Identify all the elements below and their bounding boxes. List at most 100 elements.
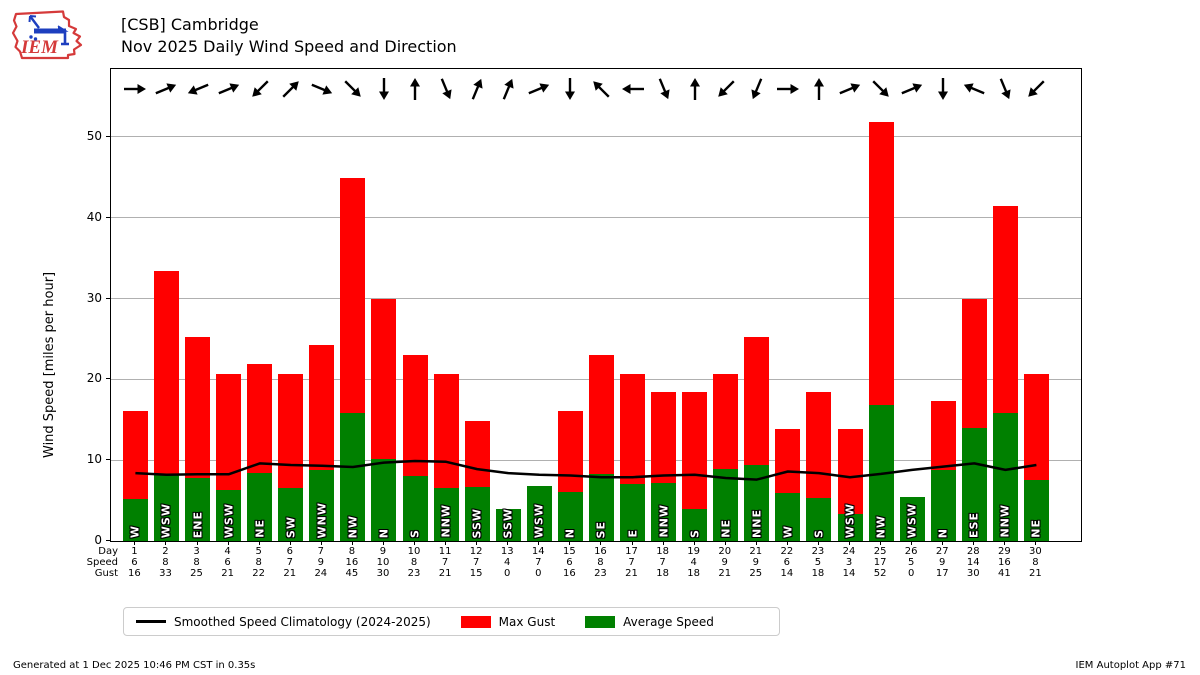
gust-value: 30 [966, 568, 980, 579]
wind-direction-arrow [707, 71, 744, 108]
station-title: [CSB] Cambridge [121, 15, 259, 34]
speed-value: 3 [845, 557, 853, 568]
wind-direction-label: N [936, 527, 950, 538]
gust-value: 41 [997, 568, 1011, 579]
wind-direction-label: N [377, 527, 391, 538]
gust-value: 21 [438, 568, 452, 579]
wind-direction-arrow [122, 76, 148, 102]
gust-value: 23 [407, 568, 421, 579]
bar-average-speed [961, 427, 987, 541]
plot-area: W WSW ENE WSW NE SW WNW NW N S NNW SSW SSW WSW N SE E NNW… [110, 68, 1082, 542]
bar-average-speed [526, 486, 552, 541]
wind-direction-label: WSW [905, 502, 919, 538]
day-number: 8 [348, 546, 356, 557]
speed-value: 7 [535, 557, 542, 568]
speed-value: 6 [783, 557, 791, 568]
day-number: 18 [656, 546, 669, 557]
gust-value: 21 [221, 568, 234, 579]
gust-value: 17 [935, 568, 949, 579]
speed-value: 8 [255, 557, 262, 568]
x-tick-mark [196, 541, 198, 545]
wind-direction-label: S [688, 529, 702, 538]
speed-value: 8 [1032, 557, 1039, 568]
bar-max-gust [402, 355, 428, 477]
day-number: 16 [594, 546, 607, 557]
wind-direction-arrow [522, 72, 556, 106]
speed-value: 8 [597, 557, 604, 568]
speed-value: 8 [410, 557, 418, 568]
wind-direction-arrow [895, 72, 929, 106]
bar-average-speed [588, 473, 614, 541]
bar-average-speed [682, 509, 708, 541]
speed-value: 7 [659, 557, 666, 568]
speed-value: 8 [162, 557, 169, 568]
wind-direction-arrow [241, 71, 278, 108]
legend-item: Average Speed [585, 615, 714, 629]
wind-direction-arrow [1018, 71, 1055, 108]
day-number: 30 [1029, 546, 1042, 557]
wind-direction-label: NW [874, 514, 888, 538]
speed-value: 8 [193, 557, 200, 568]
day-number: 7 [317, 546, 324, 557]
gust-value: 0 [535, 568, 542, 579]
wind-direction-arrow [334, 71, 371, 108]
speed-value: 10 [376, 557, 390, 568]
wind-direction-arrow [806, 76, 832, 102]
bar-max-gust [557, 410, 583, 492]
gust-value: 21 [283, 568, 297, 579]
speed-value: 7 [472, 557, 480, 568]
bar-average-speed [153, 474, 179, 541]
x-tick-mark [911, 541, 913, 545]
wind-direction-label: SE [594, 520, 608, 538]
x-tick-mark [134, 541, 136, 545]
day-number: 27 [935, 546, 949, 557]
wind-direction-arrow [863, 71, 900, 108]
wind-direction-label: NNW [439, 504, 453, 538]
x-tick-mark [755, 541, 757, 545]
wind-direction-label: ENE [191, 510, 205, 538]
speed-value: 4 [504, 557, 511, 568]
speed-value: 5 [907, 557, 915, 568]
chart-title: Nov 2025 Daily Wind Speed and Direction [121, 37, 457, 56]
day-number: 29 [997, 546, 1011, 557]
wind-direction-arrow [775, 76, 801, 102]
y-tick-mark [106, 135, 110, 137]
speed-value: 17 [873, 557, 887, 568]
bar-max-gust [433, 373, 459, 488]
speed-value: 7 [628, 557, 635, 568]
bar-average-speed [247, 473, 273, 541]
gust-value: 24 [314, 568, 328, 579]
bar-average-speed [930, 469, 956, 541]
bar-average-speed [837, 513, 863, 541]
wind-direction-label: W [781, 524, 795, 538]
x-tick-mark [693, 541, 695, 545]
bar-max-gust [153, 271, 179, 475]
wind-direction-label: E [626, 529, 640, 538]
bar-max-gust [961, 298, 987, 428]
bar-average-speed [713, 469, 739, 541]
title-block: [CSB] Cambridge Nov 2025 Daily Wind Spee… [121, 14, 457, 58]
iem-logo: IEM [8, 4, 90, 68]
x-tick-mark [289, 541, 291, 545]
gust-value: 21 [1029, 568, 1042, 579]
gust-value: 21 [625, 568, 638, 579]
bar-max-gust [713, 373, 739, 470]
bar-max-gust [309, 345, 335, 470]
wind-direction-label: WSW [222, 502, 236, 538]
wind-direction-label: W [128, 524, 142, 538]
bar-average-speed [216, 490, 242, 541]
wind-direction-arrow [583, 71, 620, 108]
wind-direction-arrow [460, 72, 494, 106]
wind-direction-label: NNW [657, 504, 671, 538]
speed-value: 9 [752, 557, 759, 568]
speed-value: 7 [286, 557, 293, 568]
y-tick-mark [106, 378, 110, 380]
x-tick-mark [849, 541, 850, 545]
speed-value: 7 [441, 557, 449, 568]
x-tick-mark [569, 541, 571, 545]
y-gridline [111, 217, 1081, 219]
y-tick-label: 30 [86, 290, 102, 305]
gust-value: 18 [811, 568, 825, 579]
gust-value: 33 [159, 568, 172, 579]
bar-average-speed [899, 496, 925, 541]
